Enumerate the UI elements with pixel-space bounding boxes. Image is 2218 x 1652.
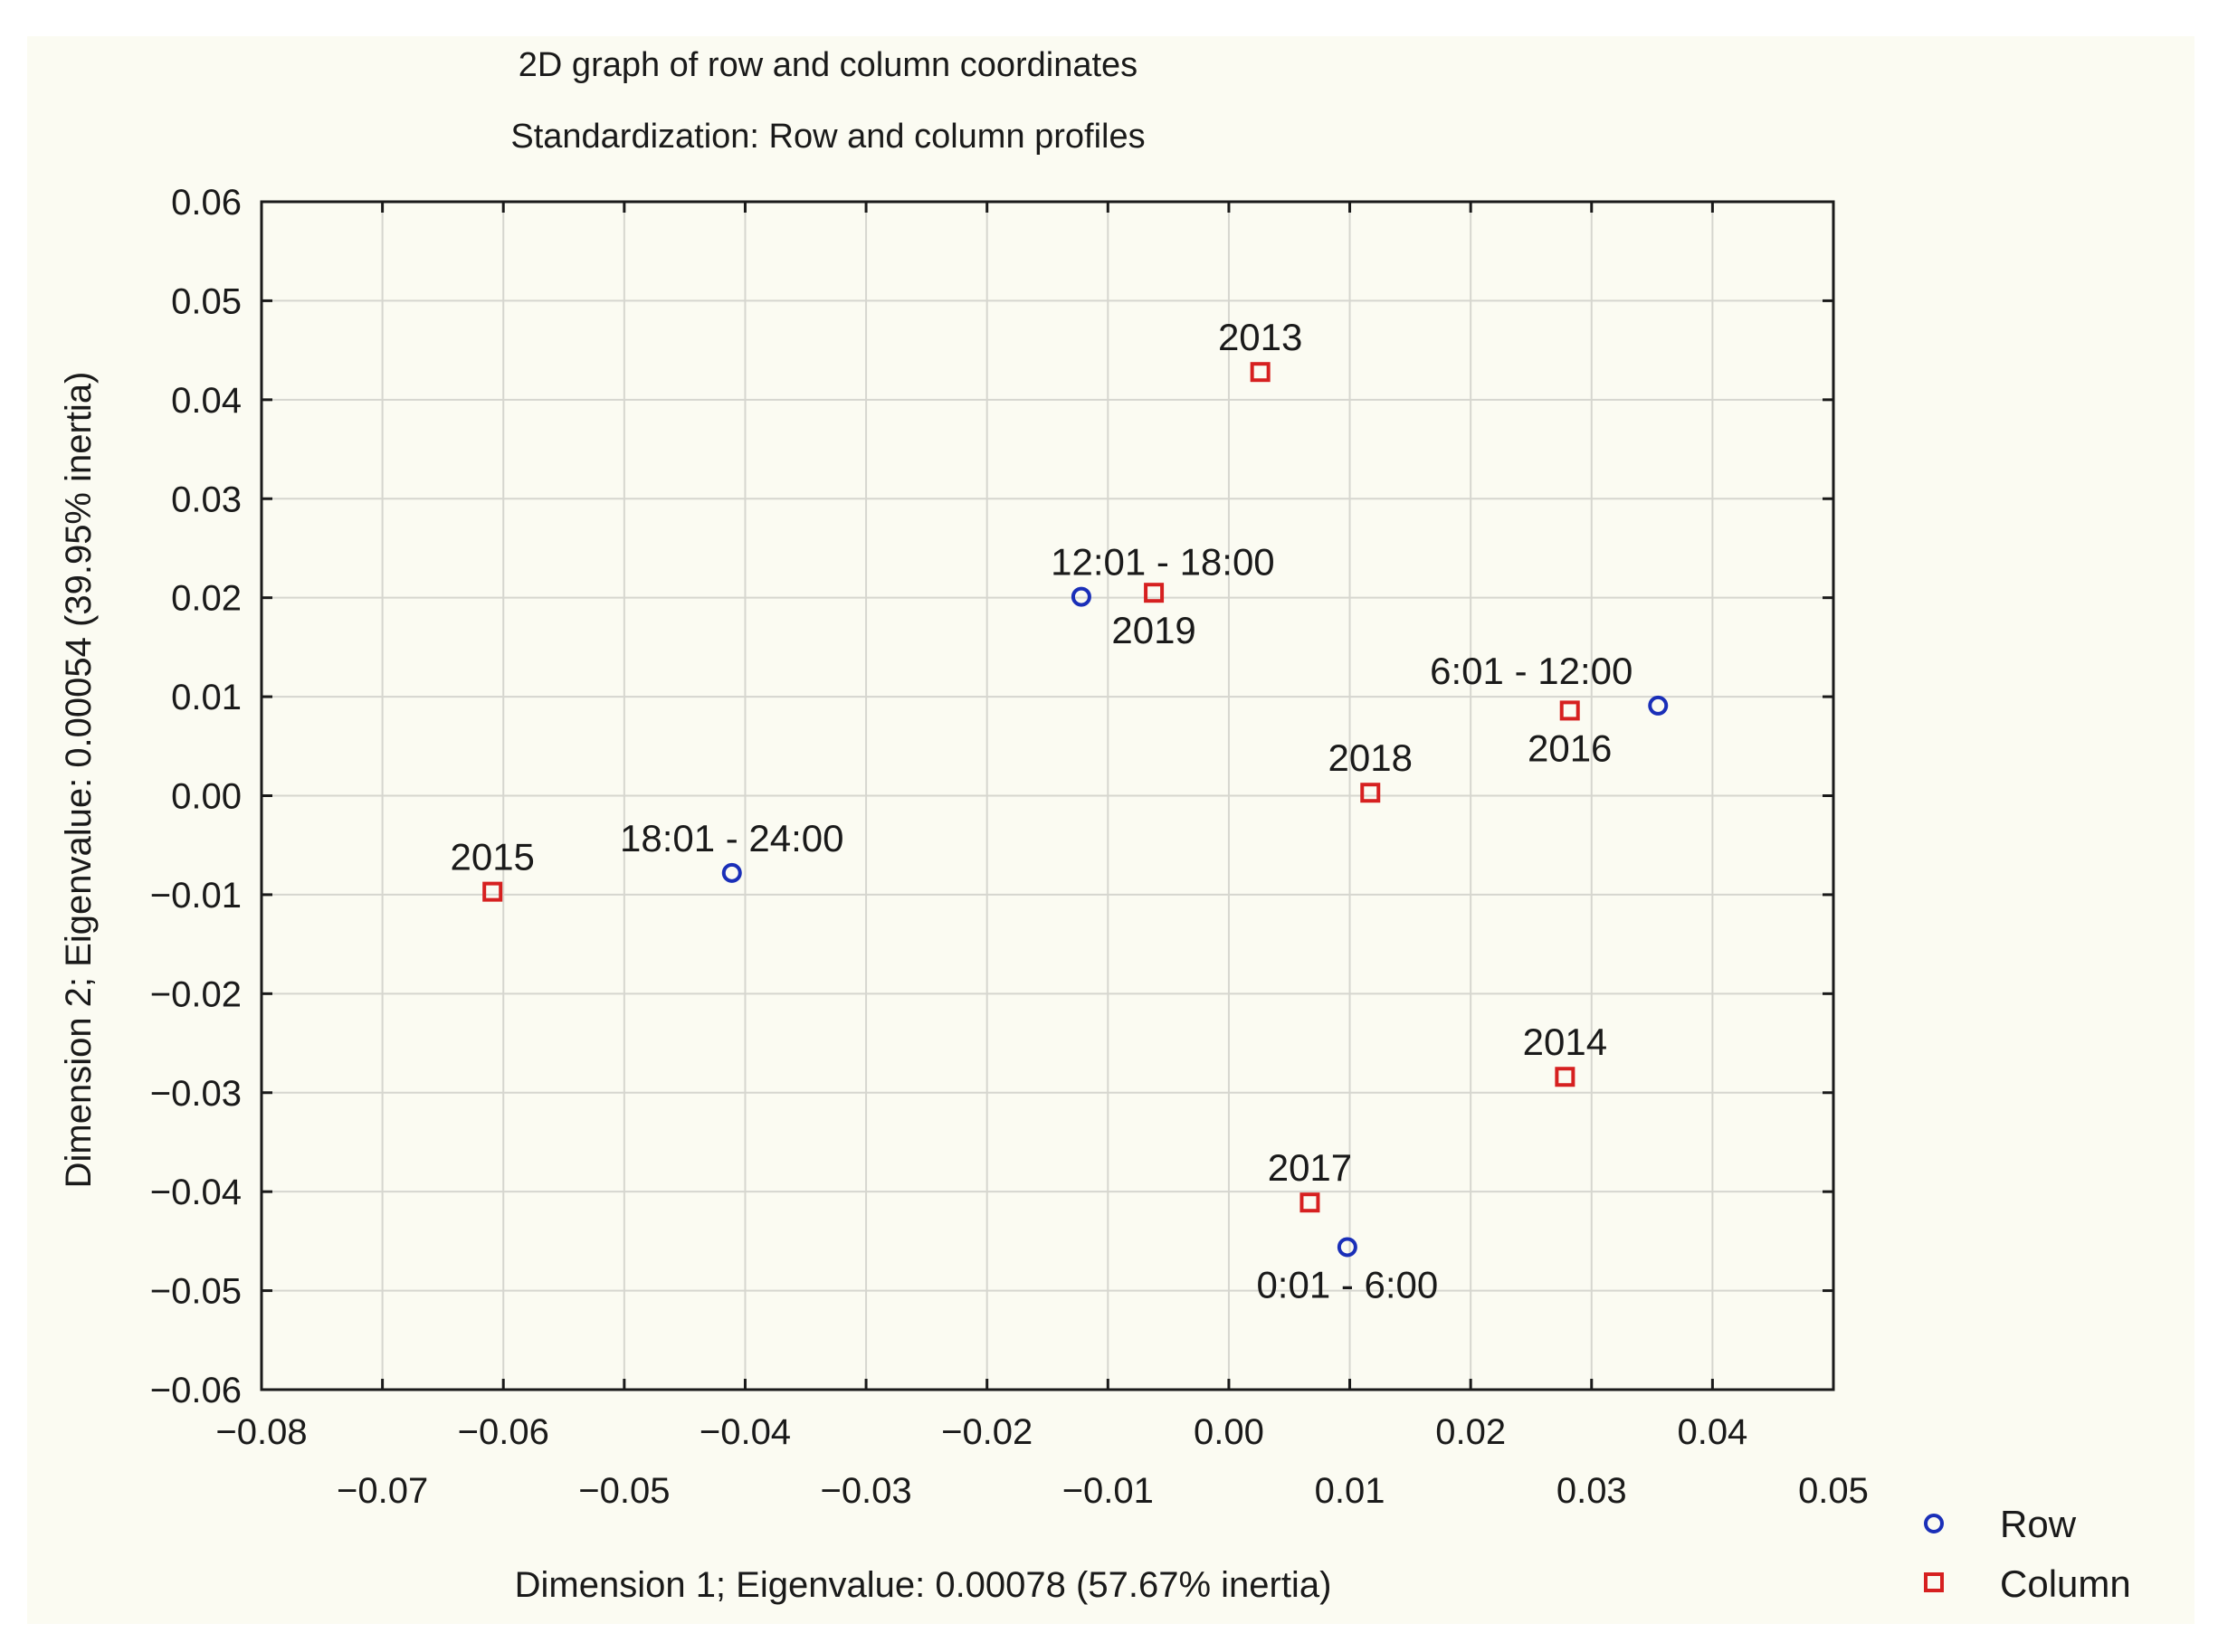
y-tick-label: −0.02	[150, 974, 242, 1014]
y-tick-label: 0.03	[171, 479, 242, 519]
column-point-label: 2015	[450, 836, 534, 878]
row-point-label: 18:01 - 24:00	[620, 817, 844, 859]
column-point-label: 2014	[1523, 1021, 1607, 1063]
legend-row-marker	[1924, 1514, 1944, 1533]
x-tick-label: 0.01	[1315, 1471, 1385, 1511]
x-tick-label: −0.02	[941, 1412, 1033, 1452]
y-tick-label: 0.05	[171, 281, 242, 321]
column-point-label: 2019	[1111, 609, 1195, 651]
x-tick-label: 0.03	[1556, 1471, 1627, 1511]
row-point-label: 12:01 - 18:00	[1051, 541, 1275, 584]
x-tick-label: 0.04	[1677, 1412, 1747, 1452]
y-tick-label: 0.06	[171, 183, 242, 223]
legend-column-label: Column	[2000, 1562, 2131, 1605]
x-tick-label: −0.05	[578, 1471, 670, 1511]
y-tick-label: −0.01	[150, 876, 242, 916]
grid	[262, 202, 1833, 1390]
y-tick-label: 0.00	[171, 777, 242, 817]
x-tick-label: −0.06	[458, 1412, 549, 1452]
legend: Row Column	[1924, 1503, 2131, 1605]
ticks: 0.06 0.05 0.04 0.03 0.02 0.01 0.00 −0.01 −0.02 −0…	[150, 183, 1869, 1511]
column-point	[482, 881, 503, 902]
column-point-label: 2018	[1328, 736, 1413, 779]
y-tick-label: −0.05	[150, 1272, 242, 1312]
chart-subtitle: Standardization: Row and column profiles	[510, 118, 1145, 156]
x-tick-label: −0.07	[337, 1471, 428, 1511]
column-point	[1144, 583, 1165, 603]
column-point-label: 2016	[1528, 726, 1612, 769]
y-tick-label: −0.03	[150, 1074, 242, 1114]
x-tick-label: 0.05	[1798, 1471, 1869, 1511]
legend-item-row: Row	[1924, 1503, 2077, 1545]
y-tick-label: 0.01	[171, 678, 242, 717]
legend-row-label: Row	[2000, 1503, 2077, 1545]
column-point	[1360, 783, 1381, 803]
row-point-label: 0:01 - 6:00	[1256, 1263, 1438, 1305]
legend-item-column: Column	[1924, 1562, 2131, 1605]
y-tick-label: 0.02	[171, 579, 242, 619]
x-axis-label: Dimension 1; Eigenvalue: 0.00078 (57.67%…	[515, 1565, 1332, 1605]
row-point	[1337, 1237, 1357, 1258]
y-axis-label: Dimension 2; Eigenvalue: 0.00054 (39.95%…	[59, 372, 99, 1189]
y-tick-label: −0.06	[150, 1371, 242, 1410]
x-tick-label: 0.00	[1194, 1412, 1264, 1452]
x-tick-label: −0.03	[820, 1471, 911, 1511]
row-point	[1071, 586, 1091, 607]
scatter-chart: 0.06 0.05 0.04 0.03 0.02 0.01 0.00 −0.01 −0.02 −0…	[59, 46, 2131, 1605]
column-point-label: 2017	[1268, 1146, 1352, 1189]
row-point-label: 6:01 - 12:00	[1430, 650, 1633, 692]
x-tick-label: −0.01	[1062, 1471, 1154, 1511]
column-point	[1559, 700, 1580, 721]
column-point	[1555, 1067, 1575, 1087]
x-tick-label: −0.08	[215, 1412, 307, 1452]
row-point	[721, 862, 742, 883]
y-tick-label: 0.04	[171, 381, 242, 421]
row-point	[1648, 695, 1669, 716]
legend-column-marker	[1924, 1572, 1944, 1592]
column-point-label: 2013	[1218, 316, 1302, 358]
x-tick-label: −0.04	[700, 1412, 791, 1452]
column-point	[1299, 1192, 1320, 1213]
chart-panel: 0.06 0.05 0.04 0.03 0.02 0.01 0.00 −0.01 −0.02 −0…	[27, 36, 2194, 1624]
x-tick-label: 0.02	[1435, 1412, 1506, 1452]
data-points: 12:01 - 18:00 6:01 - 12:00 18:01 - 24:00 0:…	[450, 316, 1669, 1305]
chart-title: 2D graph of row and column coordinates	[519, 46, 1138, 84]
column-point	[1250, 362, 1271, 383]
y-tick-label: −0.04	[150, 1173, 242, 1212]
